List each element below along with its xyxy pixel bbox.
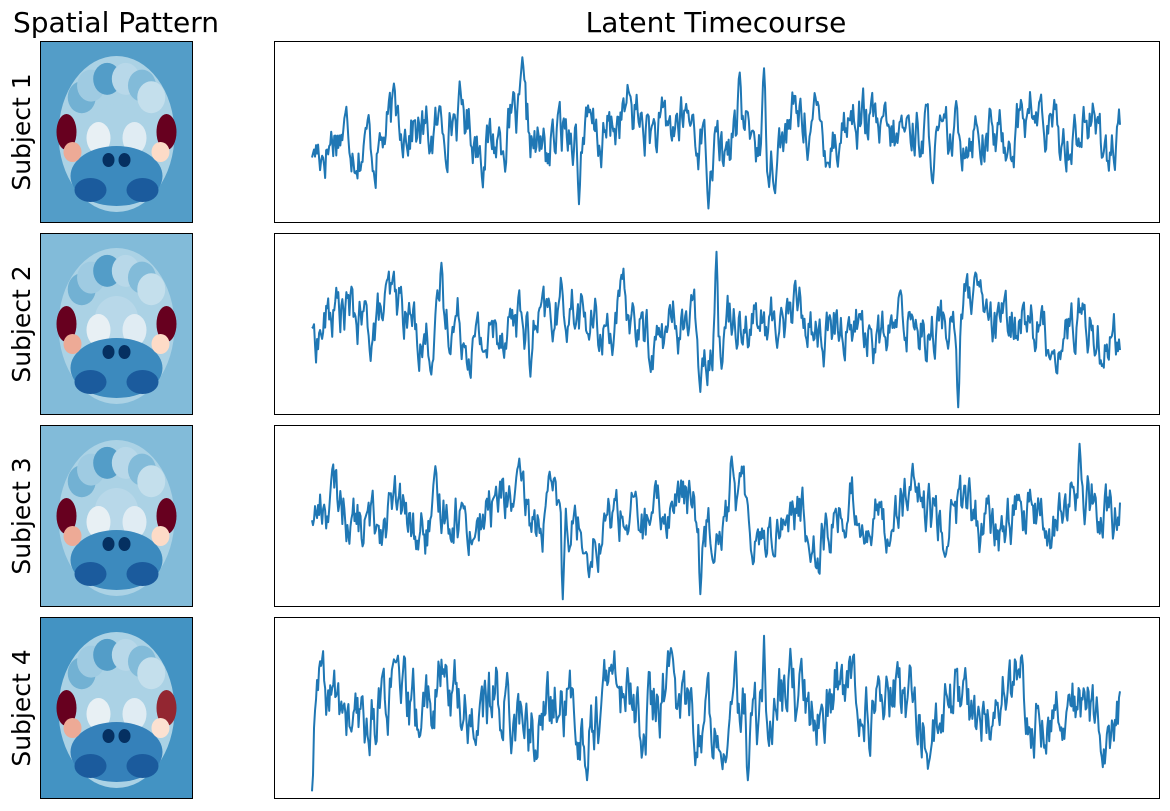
latent-timecourse-title: Latent Timecourse <box>586 6 847 39</box>
brain-region <box>86 698 111 730</box>
brain-region-right-lateral <box>151 142 170 162</box>
brain-region <box>118 153 131 167</box>
brain-region <box>126 370 159 394</box>
brain-region <box>102 729 115 743</box>
brain-region-right-lateral <box>151 526 170 546</box>
spatial-pattern-map <box>40 233 193 415</box>
brain-region-right-lateral <box>151 718 170 738</box>
subject-label: Subject 2 <box>7 265 36 382</box>
spatial-axes-frame <box>40 425 193 607</box>
timecourse-line <box>311 56 1121 210</box>
brain-region <box>74 178 107 202</box>
brain-region-left-lateral <box>56 690 77 726</box>
timecourse-plot <box>274 617 1160 799</box>
brain-region <box>86 314 111 346</box>
subject-label: Subject 1 <box>7 73 36 190</box>
brain-region <box>137 273 166 306</box>
brain-region <box>74 370 107 394</box>
spatial-pattern-title: Spatial Pattern <box>13 6 219 39</box>
spatial-axes-frame <box>40 233 193 415</box>
brain-region <box>118 729 131 743</box>
brain-region <box>137 657 166 690</box>
brain-region-left-lateral <box>63 718 82 738</box>
brain-region <box>122 506 147 538</box>
spatial-axes-frame <box>40 617 193 799</box>
subject-rows: Subject 1 Subject 2 Subject 3 Subject 4 <box>7 41 1160 799</box>
timecourse-plot <box>274 41 1160 223</box>
brain-region <box>137 81 166 114</box>
brain-region <box>86 506 111 538</box>
subject-label: Subject 4 <box>7 649 36 766</box>
brain-region-left-lateral <box>63 334 82 354</box>
brain-region <box>126 562 159 586</box>
brain-region <box>122 698 147 730</box>
subject-row: Subject 2 <box>7 233 1160 415</box>
brain-region-right-lateral <box>151 334 170 354</box>
timecourse-plot <box>274 425 1160 607</box>
brain-region <box>126 178 159 202</box>
brain-region <box>126 754 159 778</box>
timecourse-line <box>311 250 1121 409</box>
brain-region <box>102 153 115 167</box>
timecourse-line <box>311 634 1121 792</box>
brain-region-right-lateral <box>156 498 177 534</box>
brain-region-right-lateral <box>156 114 177 150</box>
brain-region-left-lateral <box>56 498 77 534</box>
brain-region-left-lateral <box>63 526 82 546</box>
subject-row: Subject 4 <box>7 617 1160 799</box>
brain-region <box>74 754 107 778</box>
brain-region <box>102 537 115 551</box>
spatial-pattern-map <box>40 425 193 607</box>
subject-row: Subject 1 <box>7 41 1160 223</box>
subject-label: Subject 3 <box>7 457 36 574</box>
brain-region <box>102 345 115 359</box>
spatial-pattern-map <box>40 617 193 799</box>
brain-region-right-lateral <box>156 690 177 726</box>
brain-region-left-lateral <box>56 114 77 150</box>
brain-region <box>137 465 166 498</box>
brain-region-right-lateral <box>156 306 177 342</box>
brain-region <box>86 122 111 154</box>
brain-region-left-lateral <box>63 142 82 162</box>
timecourse-line <box>311 442 1121 601</box>
spatial-pattern-map <box>40 41 193 223</box>
brain-region-left-lateral <box>56 306 77 342</box>
brain-region <box>118 537 131 551</box>
subject-row: Subject 3 <box>7 425 1160 607</box>
brain-region <box>118 345 131 359</box>
brain-region <box>74 562 107 586</box>
brain-region <box>122 314 147 346</box>
brain-region <box>122 122 147 154</box>
timecourse-plot <box>274 233 1160 415</box>
spatial-axes-frame <box>40 41 193 223</box>
